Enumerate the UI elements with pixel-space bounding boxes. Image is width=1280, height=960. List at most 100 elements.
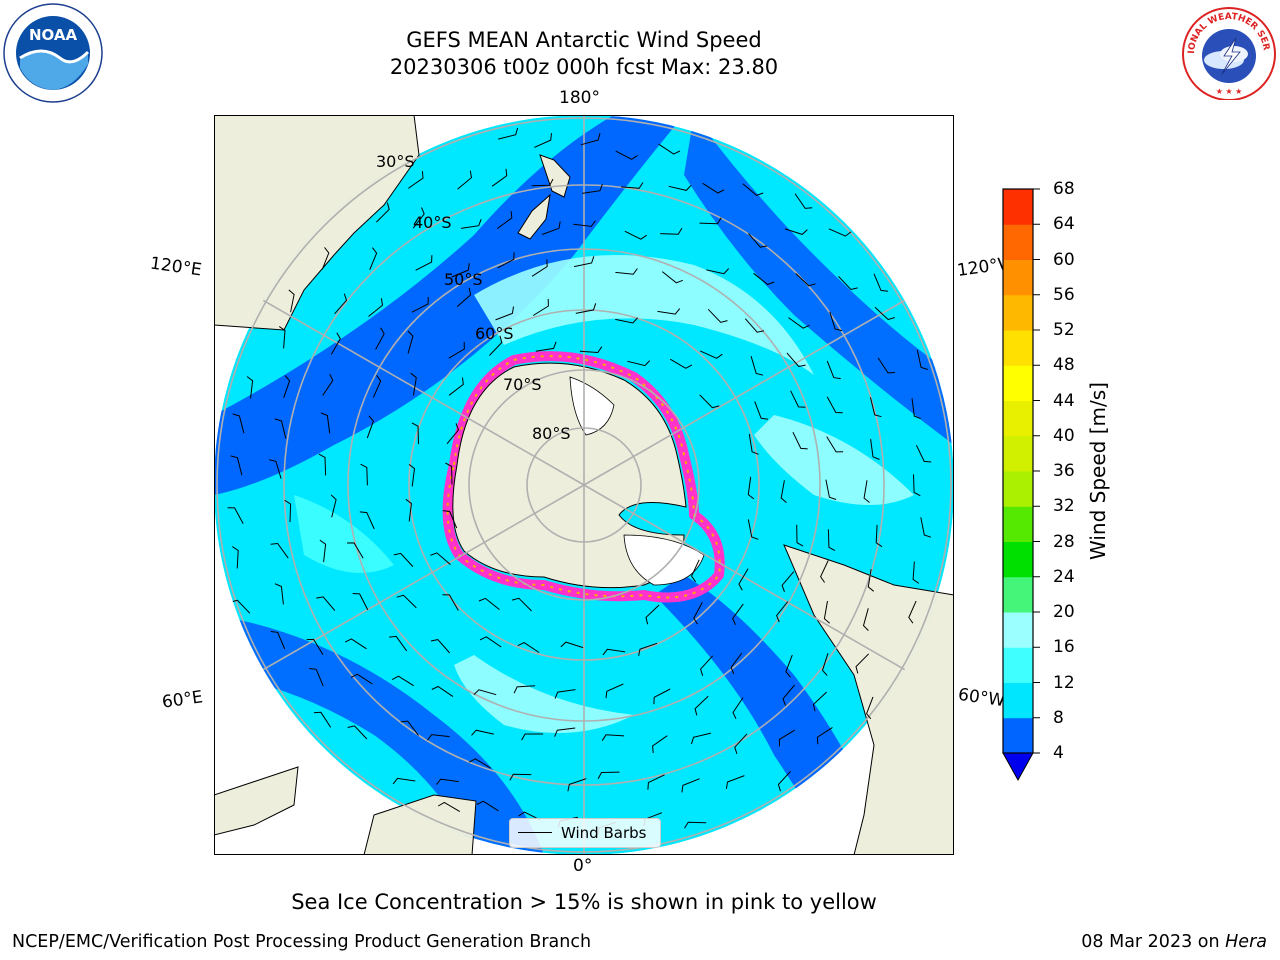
wind-barb [411,422,419,445]
wind-barb-legend-line [518,832,552,833]
wind-barb [495,306,514,321]
wind-barb [684,821,707,829]
wind-barb [875,524,883,548]
wind-barb [321,247,330,270]
colorbar-segment [1003,647,1033,683]
wind-barb [829,311,843,332]
wind-barb [580,133,601,146]
chart-title: GEFS MEAN Antarctic Wind Speed [406,28,762,52]
wind-barb [518,811,541,821]
wind-barb [821,653,829,676]
wind-barb [602,648,626,656]
land-africa [214,766,299,836]
colorbar-segment [1003,259,1033,296]
wind-barb [346,542,364,559]
wind-barb [471,729,494,736]
wind-barb [575,303,597,314]
wind-barb [707,308,728,323]
wind-barb [513,685,536,694]
wind-barb [732,697,744,720]
colorbar-tick-label: 64 [1053,214,1075,235]
wind-barb [415,255,433,271]
wind-barb [753,272,775,286]
wind-barb [476,800,499,812]
colorbar-tick-label: 52 [1053,320,1075,340]
wind-barb [405,498,412,522]
wind-barb [318,453,327,476]
wind-barb [912,561,920,584]
wind-barb [473,689,497,696]
wind-barb [627,360,651,367]
wind-barb [334,293,348,315]
polar-map [214,115,954,855]
wind-barb [730,652,743,675]
wind-barb [330,332,341,355]
wind-barb [823,600,831,624]
lat-label-70s: 70°S [503,375,542,394]
sea-ice-caption: Sea Ice Concentration > 15% is shown in … [291,890,877,914]
map-legend: Wind Barbs [509,818,661,848]
wind-barb [511,597,532,612]
wind-barb [866,696,874,720]
wind-barb [812,691,827,712]
wind-barb [410,372,417,396]
wind-barb [431,685,454,698]
wind-band-mid [294,495,394,573]
wind-barb [699,350,723,359]
wind-barb [352,593,369,611]
wind-barb [560,641,584,649]
wind-band-light-3 [454,655,634,733]
lon-label-0: 0° [573,856,593,876]
wind-barb [479,636,502,648]
wind-barb [669,358,693,369]
wind-barb [778,729,796,747]
wind-band-dark-3 [214,615,544,855]
wind-barb [790,390,806,408]
wind-barb [873,273,888,292]
wind-barb [430,552,451,565]
meridian-120w [583,271,954,486]
lon-label-60w: 60°W [956,684,1007,712]
wind-barb [645,604,660,625]
wind-barb [227,507,244,524]
wind-barb [658,143,681,155]
wind-barb [430,639,451,654]
wind-barb [795,273,816,287]
wind-barb [863,480,870,503]
wind-barb [777,770,791,792]
wind-barb [497,252,515,269]
wind-barb [498,127,519,140]
colorbar-tick-label: 68 [1053,179,1075,199]
wind-barb [554,689,576,699]
colorbar-tick-label: 56 [1053,284,1075,305]
wind-barb [534,133,552,148]
colorbar-segment [1003,506,1033,542]
wind-barb [605,683,624,699]
wind-barb [700,655,714,676]
colorbar-segment [1003,365,1033,401]
lon-label-120e: 120°E [148,253,203,281]
wind-barb [827,529,836,552]
wind-barb [742,183,764,196]
wind-barb [744,318,765,333]
wind-barb [322,373,334,396]
wind-barb [274,418,287,439]
wind-barb [541,221,561,235]
colorbar-tick-label: 20 [1053,602,1075,622]
wind-barb [521,733,544,741]
wind-barb [274,583,284,605]
wind-barb [436,778,459,785]
wind-barb [408,171,424,189]
wind-barb [916,349,928,370]
colorbar-tick-label: 36 [1053,461,1075,481]
wind-barb [855,653,870,674]
wind-barb [615,150,638,160]
wind-barb [457,170,473,190]
wind-barb [407,330,414,354]
wind-barb [796,524,804,547]
wind-barb [391,675,414,687]
wind-barb [283,375,291,398]
colorbar-segment [1003,330,1033,366]
wind-barb [232,413,245,434]
wind-barb [732,603,744,626]
